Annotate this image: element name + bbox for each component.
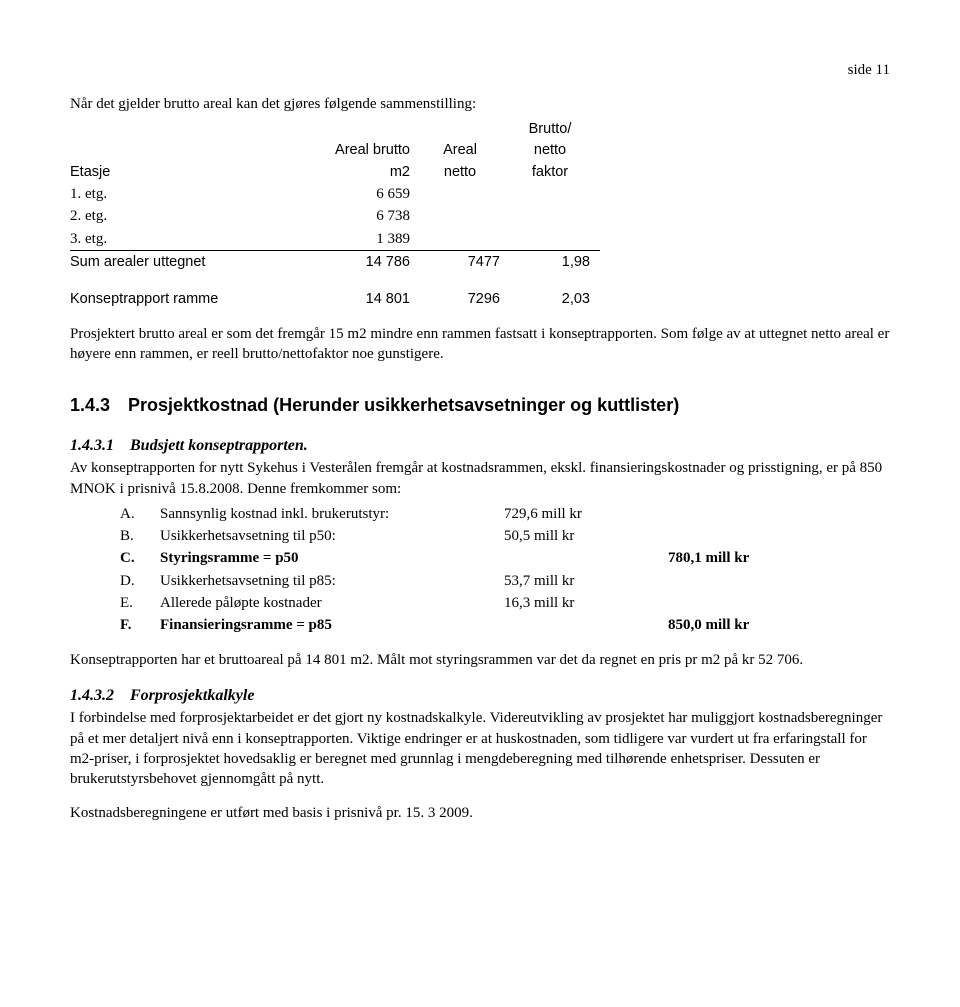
subsection-1-heading: 1.4.3.1 Budsjett konseptrapporten. [70,435,890,457]
row-v1: 6 659 [310,183,420,205]
cost-desc: Finansieringsramme = p85 [160,614,504,636]
cost-desc: Usikkerhetsavsetning til p50: [160,525,504,547]
table-row: C.Styringsramme = p50 780,1 mill kr [120,547,763,569]
cost-letter: A. [120,503,160,525]
row-v2 [420,183,510,205]
row-label: 3. etg. [70,228,310,251]
konsept-label: Konseptrapport ramme [70,274,310,311]
cost-value: 850,0 mill kr [668,614,763,636]
konsept-v3: 2,03 [510,274,600,311]
paragraph-after-table: Prosjektert brutto areal er som det frem… [70,324,890,365]
cost-letter: D. [120,570,160,592]
cost-letter: F. [120,614,160,636]
table-row: D.Usikkerhetsavsetning til p85:53,7 mill… [120,570,763,592]
col0-hdr: Etasje [70,162,310,184]
table-row: 1. etg. 6 659 [70,183,600,205]
table-row: 2. etg. 6 738 [70,205,600,227]
subsection-2-paragraph: I forbindelse med forprosjektarbeidet er… [70,708,890,789]
sum-v1: 14 786 [310,250,420,273]
sum-row: Sum arealer uttegnet 14 786 7477 1,98 [70,250,600,273]
cost-letter: B. [120,525,160,547]
final-paragraph: Kostnadsberegningene er utført med basis… [70,803,890,823]
cost-desc: Sannsynlig kostnad inkl. brukerutstyr: [160,503,504,525]
col3-hdr-line3: faktor [510,162,600,184]
areal-table: Brutto/ Areal brutto Areal netto Etasje … [70,119,600,311]
cost-value: 780,1 mill kr [668,547,763,569]
cost-value: 729,6 mill kr [504,503,668,525]
cost-desc: Allerede påløpte kostnader [160,592,504,614]
cost-letter: E. [120,592,160,614]
konsept-row: Konseptrapport ramme 14 801 7296 2,03 [70,274,600,311]
table-row: A.Sannsynlig kostnad inkl. brukerutstyr:… [120,503,763,525]
cost-table: A.Sannsynlig kostnad inkl. brukerutstyr:… [120,503,763,637]
konsept-v1: 14 801 [310,274,420,311]
col3-hdr-line1: Brutto/ [510,119,600,141]
paragraph-after-cost: Konseptrapporten har et bruttoareal på 1… [70,650,890,670]
cost-letter: C. [120,547,160,569]
subsection-2-heading: 1.4.3.2 Forprosjektkalkyle [70,685,890,707]
sum-label: Sum arealer uttegnet [70,250,310,273]
cost-value: 53,7 mill kr [504,570,668,592]
row-v1: 6 738 [310,205,420,227]
col2-hdr-line1: Areal [420,140,510,162]
konsept-v2: 7296 [420,274,510,311]
row-v3 [510,228,600,251]
cost-desc: Usikkerhetsavsetning til p85: [160,570,504,592]
table-row: E.Allerede påløpte kostnader16,3 mill kr [120,592,763,614]
row-v3 [510,205,600,227]
sum-v2: 7477 [420,250,510,273]
row-label: 1. etg. [70,183,310,205]
subsection-1-paragraph: Av konseptrapporten for nytt Sykehus i V… [70,458,890,499]
section-heading: 1.4.3 Prosjektkostnad (Herunder usikkerh… [70,393,890,417]
row-label: 2. etg. [70,205,310,227]
cost-value [504,547,668,569]
col1-hdr-line2: m2 [310,162,420,184]
table-row: B.Usikkerhetsavsetning til p50:50,5 mill… [120,525,763,547]
sum-v3: 1,98 [510,250,600,273]
page-number: side 11 [70,60,890,80]
row-v1: 1 389 [310,228,420,251]
col2-hdr-line2: netto [420,162,510,184]
cost-desc: Styringsramme = p50 [160,547,504,569]
table-row: 3. etg. 1 389 [70,228,600,251]
cost-value [504,614,668,636]
row-v3 [510,183,600,205]
table-row: F.Finansieringsramme = p85 850,0 mill kr [120,614,763,636]
row-v2 [420,205,510,227]
cost-value: 16,3 mill kr [504,592,668,614]
cost-value: 50,5 mill kr [504,525,668,547]
intro-paragraph: Når det gjelder brutto areal kan det gjø… [70,94,890,114]
row-v2 [420,228,510,251]
col1-hdr-line1: Areal brutto [310,140,420,162]
col3-hdr-line2: netto [510,140,600,162]
